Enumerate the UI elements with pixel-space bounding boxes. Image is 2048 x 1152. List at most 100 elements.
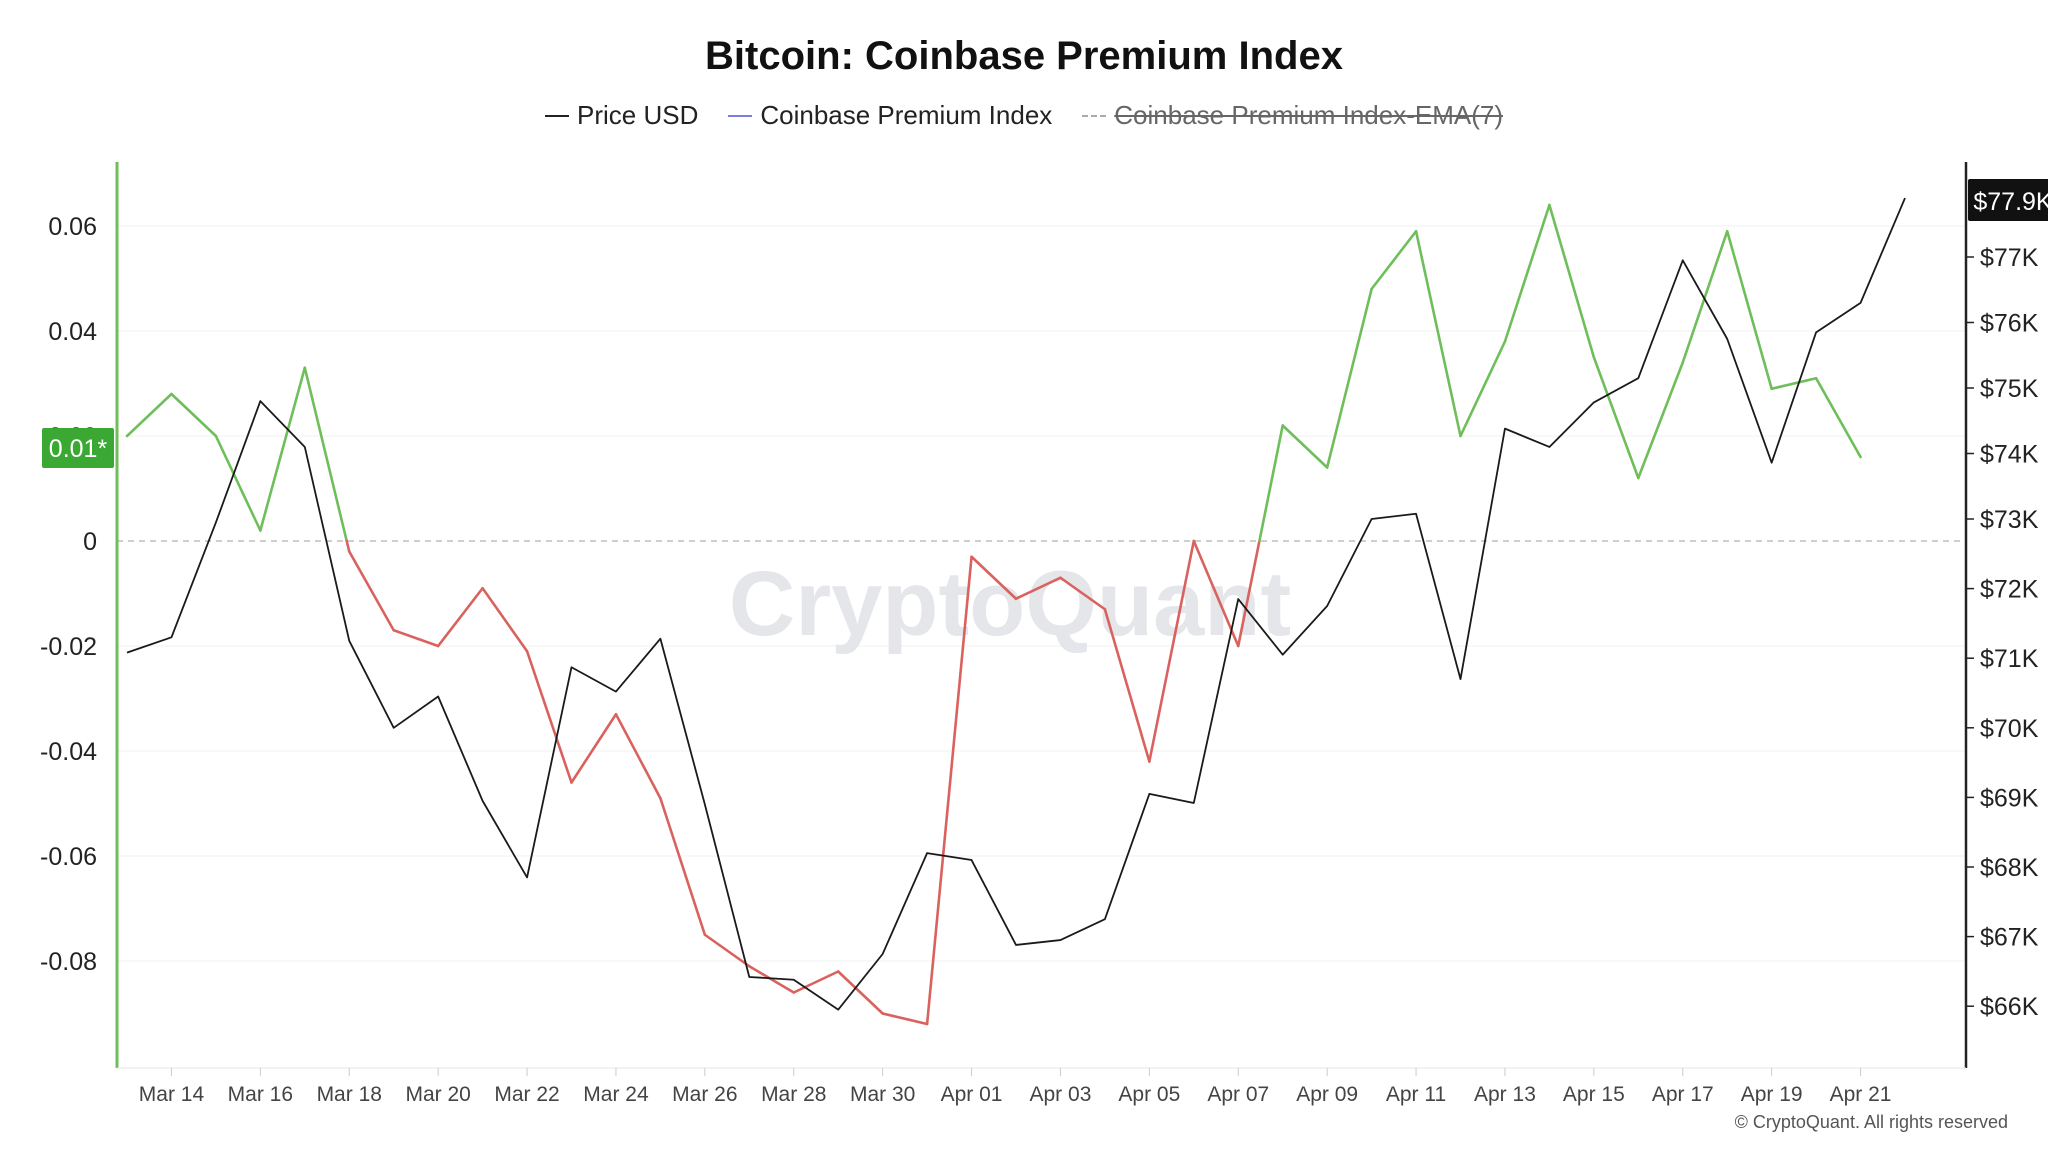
left-tick-label: -0.02 [40,633,97,661]
x-tick-label: Mar 22 [494,1083,559,1106]
premium-series [125,203,1862,1026]
x-tick-label: Mar 20 [405,1083,470,1106]
x-tick-label: Mar 16 [228,1083,293,1106]
x-axis-ticks: Mar 14 Mar 16 Mar 18 Mar 20 Mar 22 Mar 24 Mar … [139,1068,1892,1106]
premium-segment [392,628,440,648]
x-tick-label: Apr 15 [1563,1083,1625,1106]
premium-segment [1014,576,1062,601]
right-tick-label: $67K [1980,924,2039,952]
price-current-badge [1968,179,2048,221]
premium-segment [1258,424,1284,543]
left-tick-label: 0.04 [48,318,97,346]
left-tick-label: 0 [83,528,97,556]
premium-segment [481,586,529,653]
x-tick-label: Apr 17 [1652,1083,1714,1106]
premium-segment [345,539,351,553]
premium-segment [703,933,751,968]
premium-segment [1414,229,1462,438]
legend-item-price[interactable]: Price USD [545,100,698,131]
premium-segment [659,796,707,937]
x-tick-label: Mar 26 [672,1083,737,1106]
legend-item-ema[interactable]: Coinbase Premium Index-EMA(7) [1082,100,1503,131]
legend-label-ema: Coinbase Premium Index-EMA(7) [1114,100,1503,130]
right-tick-label: $73K [1980,506,2039,534]
legend-label-price: Price USD [577,100,699,130]
premium-segment [614,712,662,800]
premium-segment [1103,607,1151,763]
right-tick-label: $71K [1980,645,2039,673]
premium-segment [1059,576,1107,611]
premium-segment [1236,539,1261,648]
x-tick-label: Apr 07 [1207,1083,1269,1106]
premium-segment [1370,229,1418,291]
right-tick-label: $77K [1980,244,2039,272]
legend-item-premium[interactable]: Coinbase Premium Index [728,100,1052,131]
premium-segment [1814,376,1862,459]
x-tick-label: Apr 11 [1386,1083,1446,1106]
premium-segment [214,434,262,532]
right-tick-label: $70K [1980,715,2039,743]
right-tick-label: $69K [1980,784,2039,812]
premium-segment [347,550,396,632]
premium-segment [1281,424,1329,469]
premium-segment [1637,361,1685,480]
value-badges: 0.01* $77.9K [42,179,2048,468]
premium-segment [570,712,618,784]
premium-segment [525,649,573,784]
right-tick-label: $66K [1980,993,2039,1021]
premium-segment [1325,287,1373,469]
premium-segment [303,366,349,543]
premium-segment [836,970,884,1015]
premium-segment [1681,229,1729,364]
axes [115,162,1968,1069]
premium-current-badge [42,428,114,468]
premium-segment [1725,229,1773,391]
premium-segment [1459,340,1507,438]
premium-segment [925,555,973,1026]
price-current-label: $77.9K [1973,188,2048,216]
right-axis-ticks: $77K $76K $75K $74K $73K $72K $71K $70K $69K $68K… [1966,244,2039,1021]
left-axis-ticks: 0.060.040.020-0.02-0.04-0.06-0.08 [40,213,97,976]
x-tick-label: Mar 14 [139,1083,205,1106]
left-tick-label: -0.06 [40,843,97,871]
premium-segment [1148,539,1196,763]
copyright-text: © CryptoQuant. All rights reserved [1734,1112,2008,1132]
right-tick-label: $68K [1980,854,2039,882]
x-tick-label: Mar 28 [761,1083,826,1106]
premium-segment [259,366,307,532]
chart-legend: Price USD Coinbase Premium Index Coinbas… [0,100,2048,131]
price-series [126,197,1906,1011]
premium-segment [1770,376,1818,391]
left-tick-label: -0.08 [40,948,97,976]
premium-segment [436,586,484,648]
premium-segment [881,1012,929,1026]
x-tick-label: Mar 18 [317,1083,382,1106]
premium-segment [1548,203,1596,359]
right-tick-label: $76K [1980,310,2039,338]
legend-line-premium-icon [728,114,753,117]
premium-segment [792,970,840,994]
x-tick-label: Mar 24 [583,1083,649,1106]
x-tick-label: Apr 09 [1296,1083,1358,1106]
premium-segment [970,555,1018,601]
grid-lines [117,225,1966,962]
premium-segment [125,392,173,438]
x-tick-label: Apr 19 [1741,1083,1803,1106]
premium-segment [1503,203,1551,343]
chart-title: Bitcoin: Coinbase Premium Index [705,34,1343,78]
left-tick-label: 0.06 [48,213,97,241]
premium-segment [747,964,796,994]
premium-current-label: 0.01* [49,435,108,463]
x-tick-label: Apr 13 [1474,1083,1536,1106]
x-tick-label: Apr 21 [1830,1083,1892,1106]
premium-segment [1592,355,1640,480]
price-line [126,197,1906,1011]
premium-segment [170,392,218,438]
right-tick-label: $72K [1980,576,2039,604]
x-tick-label: Apr 01 [941,1083,1003,1106]
left-tick-label: -0.04 [40,738,97,766]
legend-line-price-icon [545,114,569,117]
x-tick-label: Apr 05 [1118,1083,1180,1106]
premium-segment [1192,539,1240,648]
